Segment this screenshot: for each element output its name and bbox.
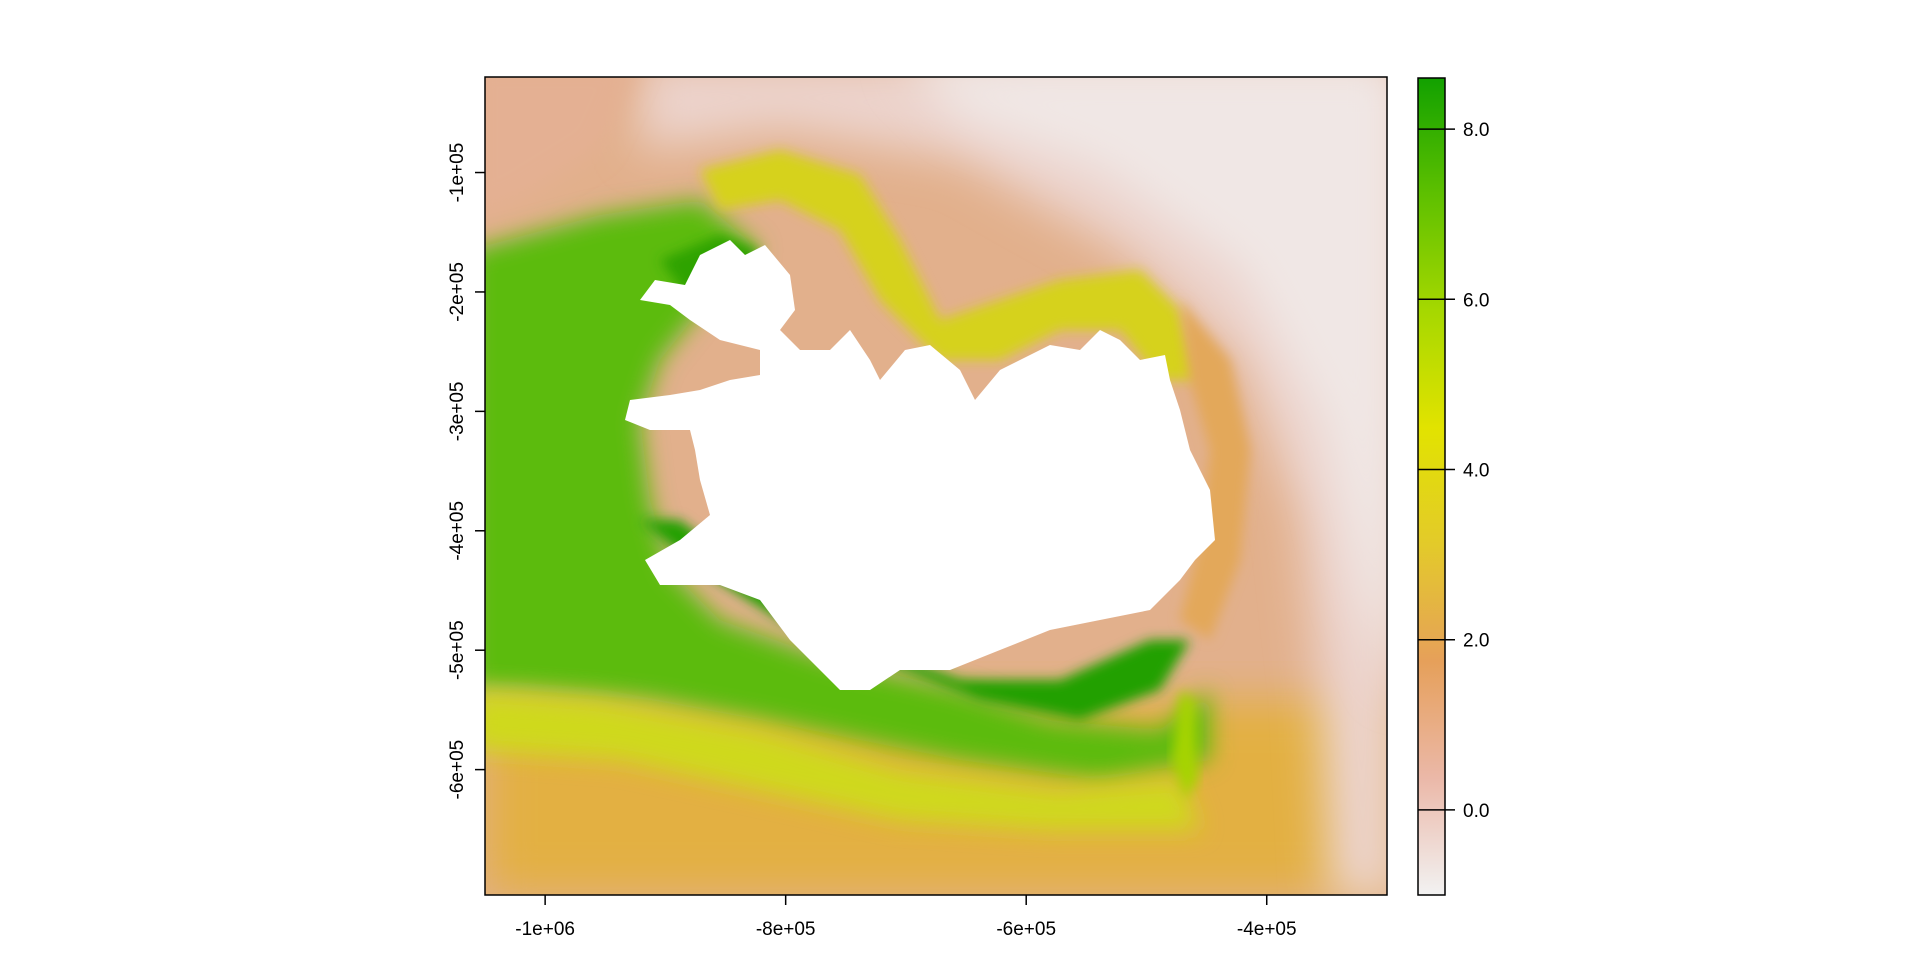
y-tick-label: -5e+05 — [447, 620, 468, 680]
y-tick-label: -1e+05 — [447, 143, 468, 203]
color-legend: 0.0 2.0 4.0 6.0 8.0 — [1417, 77, 1489, 896]
y-tick-label: -3e+05 — [447, 382, 468, 442]
x-tick-label: -1e+06 — [515, 919, 575, 940]
y-tick-label: -6e+05 — [447, 740, 468, 800]
x-axis: -1e+06 -8e+05 -6e+05 -4e+05 — [515, 895, 1297, 940]
x-tick-label: -8e+05 — [756, 919, 816, 940]
legend-tick-label: 6.0 — [1463, 290, 1489, 311]
raster-field — [485, 77, 1387, 895]
legend-tick-label: 8.0 — [1463, 120, 1489, 141]
legend-tick-label: 0.0 — [1463, 801, 1489, 822]
x-tick-label: -4e+05 — [1237, 919, 1297, 940]
plot-frame — [484, 76, 1388, 896]
y-tick-label: -4e+05 — [447, 501, 468, 561]
legend-tick-label: 4.0 — [1463, 460, 1489, 481]
y-tick-label: -2e+05 — [447, 262, 468, 322]
y-axis: -1e+05 -2e+05 -3e+05 -4e+05 -5e+05 -6e+05 — [447, 143, 485, 800]
legend-color-bar — [1417, 77, 1446, 896]
landmass-na — [625, 240, 1215, 690]
x-tick-label: -6e+05 — [996, 919, 1056, 940]
legend-tick-label: 2.0 — [1463, 631, 1489, 652]
